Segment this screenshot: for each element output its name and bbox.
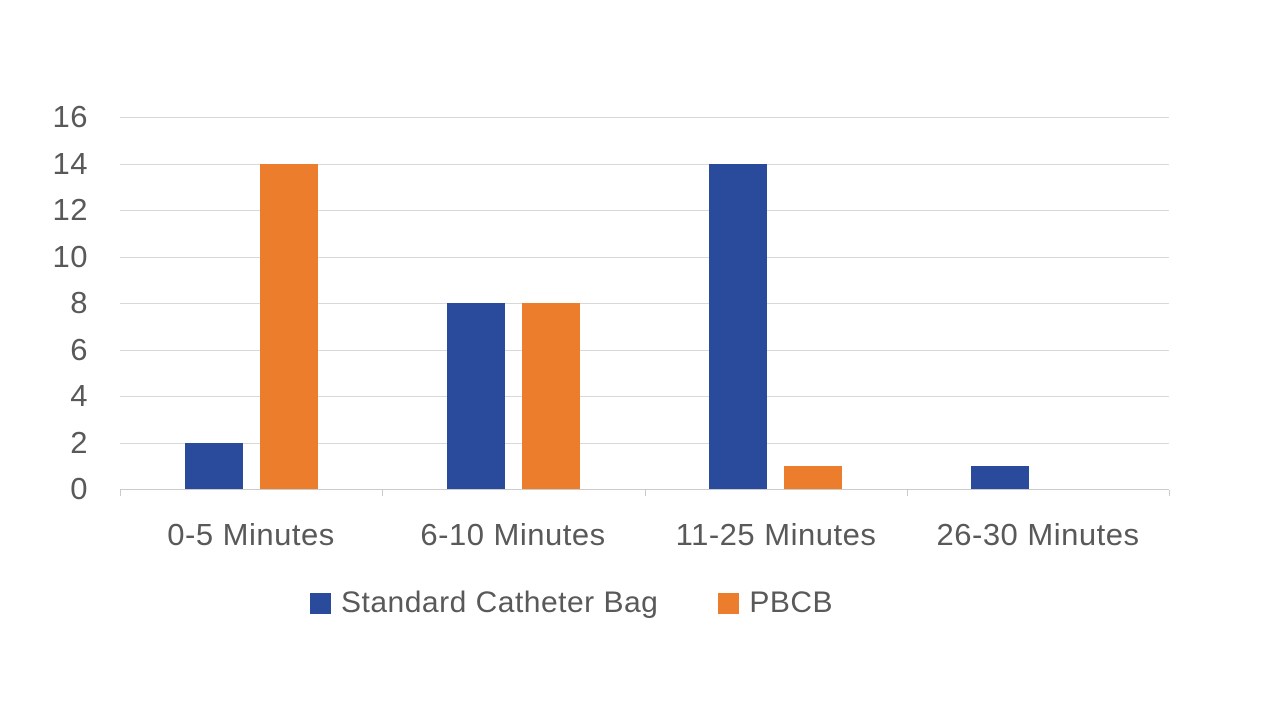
pbcb-bar-0-5-minutes (260, 164, 318, 490)
pbcb-bar-11-25-minutes (784, 466, 842, 489)
x-axis-line (120, 489, 1169, 490)
y-tick-label-12: 12 (52, 192, 88, 227)
x-axis-tick (120, 490, 121, 496)
gridline-14 (120, 164, 1169, 165)
x-axis-tick (907, 490, 908, 496)
legend-label-standard-catheter-bag: Standard Catheter Bag (341, 586, 659, 619)
y-tick-label-16: 16 (52, 99, 88, 134)
y-tick-label-4: 4 (70, 378, 88, 413)
gridline-2 (120, 443, 1169, 444)
x-axis-tick (382, 490, 383, 496)
standard-catheter-bag-bar-26-30-minutes (971, 466, 1029, 489)
y-tick-label-0: 0 (70, 471, 88, 506)
standard-catheter-bag-bar-11-25-minutes (709, 164, 767, 490)
standard-catheter-bag-bar-6-10-minutes (447, 303, 505, 489)
legend-swatch-pbcb (718, 592, 740, 614)
legend-item-standard-catheter-bag: Standard Catheter Bag (310, 585, 658, 621)
x-category-label-11-25-minutes: 11-25 Minutes (675, 517, 877, 552)
x-category-label-26-30-minutes: 26-30 Minutes (936, 517, 1140, 552)
legend-label-pbcb: PBCB (749, 586, 834, 619)
legend-item-pbcb: PBCB (718, 585, 833, 621)
y-tick-label-2: 2 (70, 425, 88, 460)
legend: Standard Catheter Bag PBCB (310, 585, 833, 621)
gridline-16 (120, 117, 1169, 118)
x-axis-tick (1169, 490, 1170, 496)
x-axis-tick (645, 490, 646, 496)
pbcb-bar-6-10-minutes (522, 303, 580, 489)
x-category-label-6-10-minutes: 6-10 Minutes (420, 517, 606, 552)
gridline-6 (120, 350, 1169, 351)
y-tick-label-8: 8 (70, 285, 88, 320)
x-category-label-0-5-minutes: 0-5 Minutes (167, 517, 335, 552)
gridline-10 (120, 257, 1169, 258)
y-tick-label-14: 14 (52, 146, 88, 181)
standard-catheter-bag-bar-0-5-minutes (185, 443, 243, 490)
gridline-4 (120, 396, 1169, 397)
y-tick-label-10: 10 (52, 239, 88, 274)
legend-swatch-standard-catheter-bag (310, 592, 331, 614)
gridline-12 (120, 210, 1169, 211)
gridline-8 (120, 303, 1169, 304)
y-tick-label-6: 6 (70, 332, 88, 367)
